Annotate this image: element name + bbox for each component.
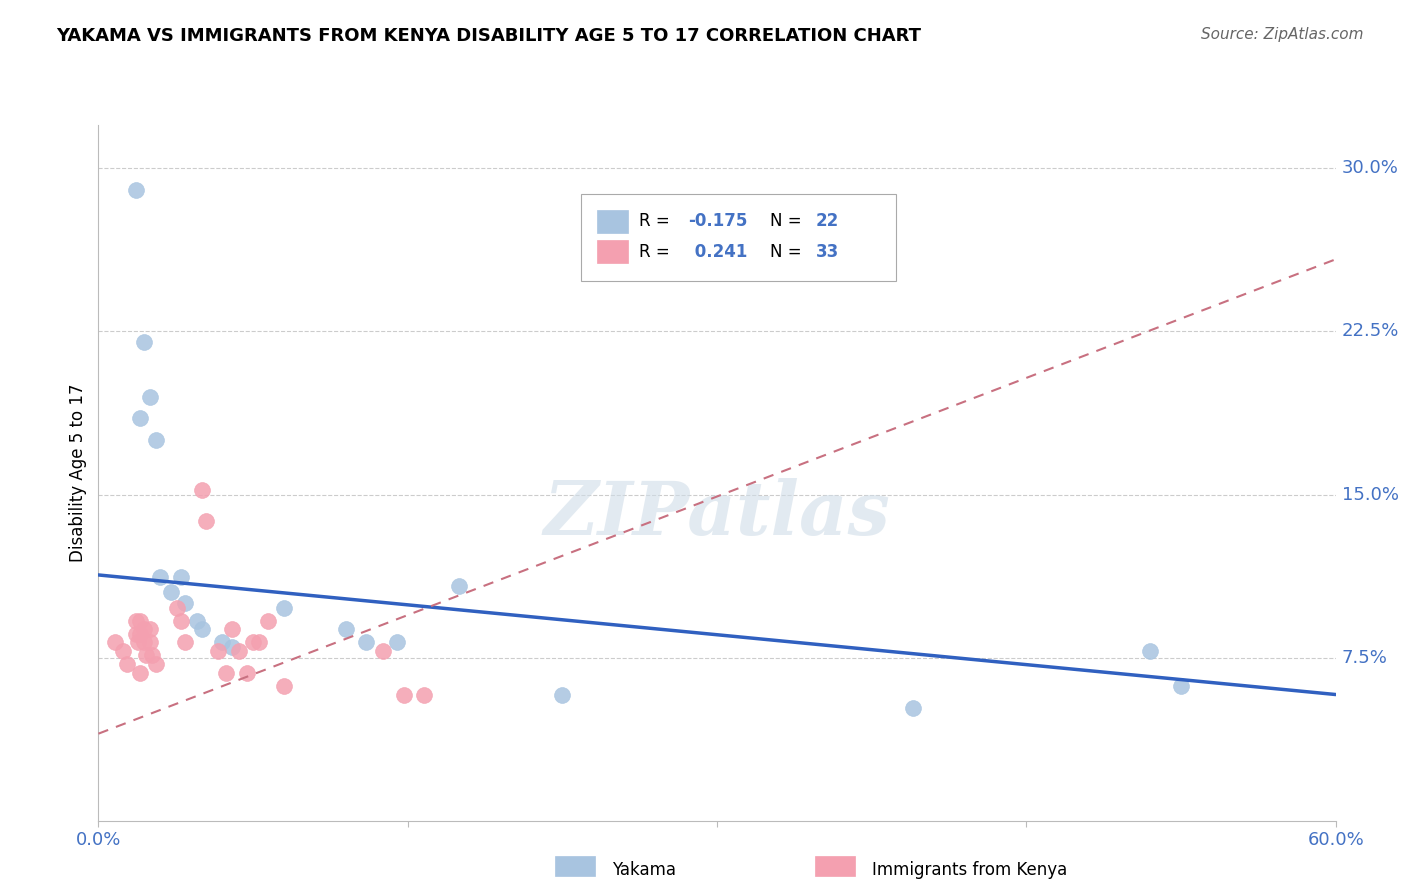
- Point: [221, 623, 243, 637]
- Point: [128, 411, 150, 425]
- Point: [901, 700, 924, 714]
- Text: -0.175: -0.175: [689, 212, 748, 230]
- Text: 0.241: 0.241: [689, 243, 747, 260]
- Text: Immigrants from Kenya: Immigrants from Kenya: [872, 861, 1067, 879]
- Text: 15.0%: 15.0%: [1341, 485, 1399, 503]
- Text: R =: R =: [640, 212, 675, 230]
- Y-axis label: Disability Age 5 to 17: Disability Age 5 to 17: [69, 384, 87, 562]
- Text: 22.5%: 22.5%: [1341, 322, 1399, 341]
- Point: [124, 626, 146, 640]
- Point: [128, 626, 150, 640]
- Text: ZIPatlas: ZIPatlas: [544, 478, 890, 550]
- FancyBboxPatch shape: [598, 210, 628, 233]
- Point: [551, 688, 574, 702]
- Point: [132, 623, 155, 637]
- Point: [128, 665, 150, 680]
- Point: [124, 614, 146, 628]
- Point: [145, 657, 167, 671]
- Point: [1139, 644, 1161, 658]
- Point: [335, 623, 357, 637]
- Point: [159, 585, 181, 599]
- Point: [207, 644, 229, 658]
- FancyBboxPatch shape: [581, 194, 897, 281]
- Point: [449, 579, 471, 593]
- Point: [117, 657, 139, 671]
- Point: [145, 433, 167, 447]
- Text: 30.0%: 30.0%: [1341, 160, 1399, 178]
- Point: [413, 688, 436, 702]
- Point: [139, 635, 162, 649]
- Text: R =: R =: [640, 243, 675, 260]
- Point: [166, 600, 188, 615]
- Point: [242, 635, 264, 649]
- Point: [190, 623, 212, 637]
- Point: [127, 635, 149, 649]
- Point: [149, 570, 172, 584]
- Point: [247, 635, 270, 649]
- Point: [221, 640, 243, 654]
- Point: [273, 679, 295, 693]
- Point: [139, 390, 162, 404]
- Point: [104, 635, 127, 649]
- Point: [128, 614, 150, 628]
- Point: [174, 635, 197, 649]
- Point: [371, 644, 394, 658]
- Point: [256, 614, 278, 628]
- FancyBboxPatch shape: [598, 240, 628, 262]
- Point: [170, 614, 193, 628]
- Point: [190, 483, 212, 498]
- Point: [356, 635, 378, 649]
- Text: YAKAMA VS IMMIGRANTS FROM KENYA DISABILITY AGE 5 TO 17 CORRELATION CHART: YAKAMA VS IMMIGRANTS FROM KENYA DISABILI…: [56, 27, 921, 45]
- Text: 7.5%: 7.5%: [1341, 648, 1388, 666]
- Point: [387, 635, 409, 649]
- Text: Yakama: Yakama: [612, 861, 676, 879]
- Point: [186, 614, 208, 628]
- Text: 22: 22: [815, 212, 839, 230]
- Point: [112, 644, 135, 658]
- Point: [174, 596, 197, 610]
- Point: [124, 183, 146, 197]
- Text: N =: N =: [770, 243, 807, 260]
- Point: [194, 514, 217, 528]
- Point: [211, 635, 233, 649]
- Point: [1170, 679, 1192, 693]
- Point: [139, 623, 162, 637]
- Point: [135, 648, 157, 663]
- Point: [392, 688, 415, 702]
- Point: [236, 665, 259, 680]
- Text: N =: N =: [770, 212, 807, 230]
- Point: [273, 600, 295, 615]
- Point: [132, 335, 155, 350]
- Point: [132, 635, 155, 649]
- Point: [170, 570, 193, 584]
- Text: Source: ZipAtlas.com: Source: ZipAtlas.com: [1201, 27, 1364, 42]
- Text: 33: 33: [815, 243, 839, 260]
- Point: [215, 665, 238, 680]
- Point: [141, 648, 163, 663]
- Point: [228, 644, 250, 658]
